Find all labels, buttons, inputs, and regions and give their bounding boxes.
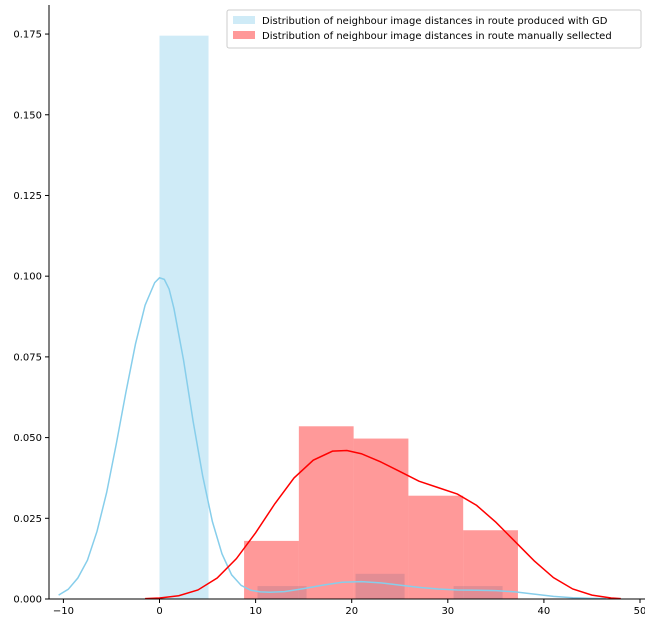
legend: Distribution of neighbour image distance…	[226, 9, 642, 49]
x-tick-label: 10	[249, 606, 262, 617]
plot-area	[58, 35, 621, 600]
y-tick-label: 0.175	[13, 30, 42, 41]
y-tick-label: 0.025	[13, 514, 42, 525]
x-tick-label: 20	[345, 606, 358, 617]
kde-line-series-1	[145, 449, 621, 600]
legend-frame	[226, 9, 642, 49]
x-tick-label: −10	[53, 606, 74, 617]
y-tick-label: 0.075	[13, 352, 42, 363]
legend-swatch-series-0	[233, 16, 255, 24]
hist-bar-series-1-bin-1	[298, 426, 354, 599]
x-tick-label: 30	[441, 606, 454, 617]
legend-swatch-series-1	[233, 31, 255, 39]
legend-label-series-0: Distribution of neighbour image distance…	[262, 16, 608, 27]
y-tick-label: 0.100	[13, 272, 42, 283]
hist-bar-series-1-bin-2	[353, 438, 409, 599]
x-tick-label: 40	[538, 606, 551, 617]
hist-bar-series-0-bin-0	[159, 35, 209, 600]
hist-bar-series-0-bin-1	[257, 586, 307, 599]
x-tick-label: 50	[634, 606, 645, 617]
hist-bar-series-1-bin-3	[408, 495, 464, 599]
hist-bar-series-1-bin-4	[463, 530, 518, 599]
y-tick-label: 0.000	[13, 595, 42, 606]
legend-label-series-1: Distribution of neighbour image distance…	[262, 31, 612, 42]
hist-bar-series-0-bin-3	[453, 586, 503, 599]
y-tick-label: 0.050	[13, 433, 42, 444]
y-tick-label: 0.125	[13, 191, 42, 202]
hist-bar-series-0-bin-2	[355, 573, 405, 599]
hist-bar-series-1-bin-0	[244, 540, 299, 599]
x-tick-label: 0	[156, 606, 162, 617]
axes: 0.000 0.025 0.050 0.075 0.100 0.125 0.150 0.175…	[13, 5, 645, 617]
kde-line-series-0	[58, 276, 607, 600]
y-tick-label: 0.150	[13, 110, 42, 121]
